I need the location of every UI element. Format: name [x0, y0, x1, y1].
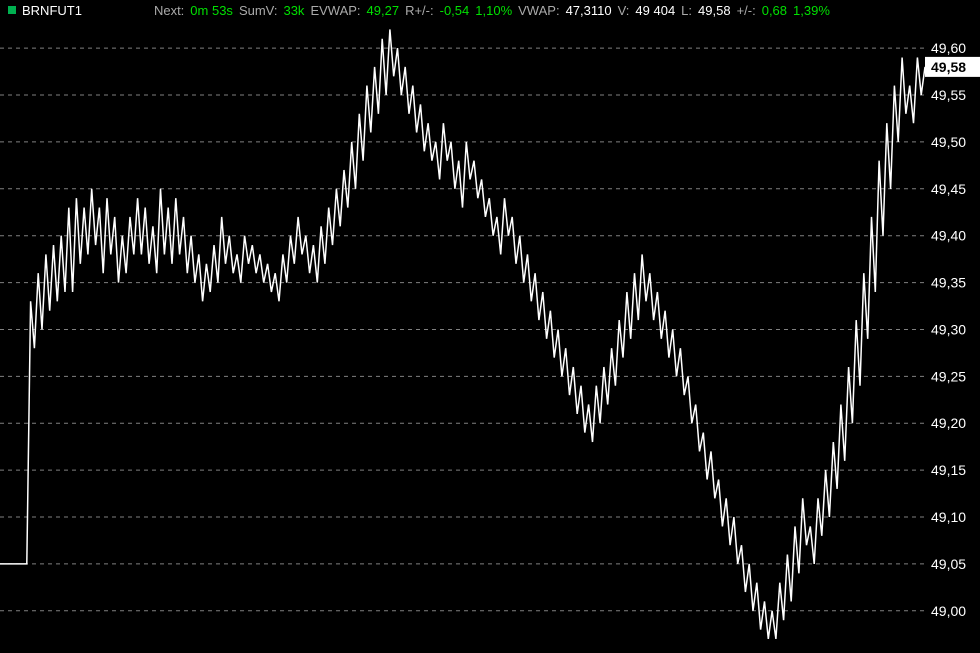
svg-text:49,35: 49,35	[931, 275, 966, 291]
evwap-label: EVWAP:	[310, 3, 360, 18]
svg-text:49,20: 49,20	[931, 415, 966, 431]
svg-text:49,45: 49,45	[931, 181, 966, 197]
sumv-value: 33k	[283, 3, 304, 18]
evwap-value: 49,27	[367, 3, 400, 18]
pm-label: +/-:	[737, 3, 756, 18]
next-value: 0m 53s	[190, 3, 233, 18]
vwap-label: VWAP:	[518, 3, 559, 18]
v-value: 49 404	[635, 3, 675, 18]
svg-text:49,58: 49,58	[931, 59, 966, 75]
svg-text:49,55: 49,55	[931, 87, 966, 103]
svg-text:49,05: 49,05	[931, 556, 966, 572]
next-label: Next:	[154, 3, 184, 18]
pm-pct: 1,39%	[793, 3, 830, 18]
chart-svg: 49,00 49,05 49,10 49,15 49,20 49,25 49,30 49,35…	[0, 20, 980, 653]
l-value: 49,58	[698, 3, 731, 18]
svg-text:49,15: 49,15	[931, 462, 966, 478]
svg-text:49,40: 49,40	[931, 228, 966, 244]
svg-text:49,50: 49,50	[931, 134, 966, 150]
symbol-marker	[8, 6, 16, 14]
v-label: V:	[618, 3, 630, 18]
svg-text:49,30: 49,30	[931, 321, 966, 337]
rpm-value: -0,54	[440, 3, 470, 18]
sumv-label: SumV:	[239, 3, 278, 18]
rpm-pct: 1,10%	[475, 3, 512, 18]
svg-text:49,00: 49,00	[931, 603, 966, 619]
svg-text:49,60: 49,60	[931, 40, 966, 56]
svg-text:49,10: 49,10	[931, 509, 966, 525]
vwap-value: 47,3110	[566, 3, 612, 18]
rpm-label: R+/-:	[405, 3, 434, 18]
symbol-name: BRNFUT1	[22, 3, 82, 18]
pm-value: 0,68	[762, 3, 787, 18]
svg-text:49,25: 49,25	[931, 368, 966, 384]
chart-header: BRNFUT1 Next: 0m 53s SumV: 33k EVWAP: 49…	[0, 0, 980, 20]
price-chart[interactable]: 49,00 49,05 49,10 49,15 49,20 49,25 49,30 49,35…	[0, 20, 980, 653]
l-label: L:	[681, 3, 692, 18]
